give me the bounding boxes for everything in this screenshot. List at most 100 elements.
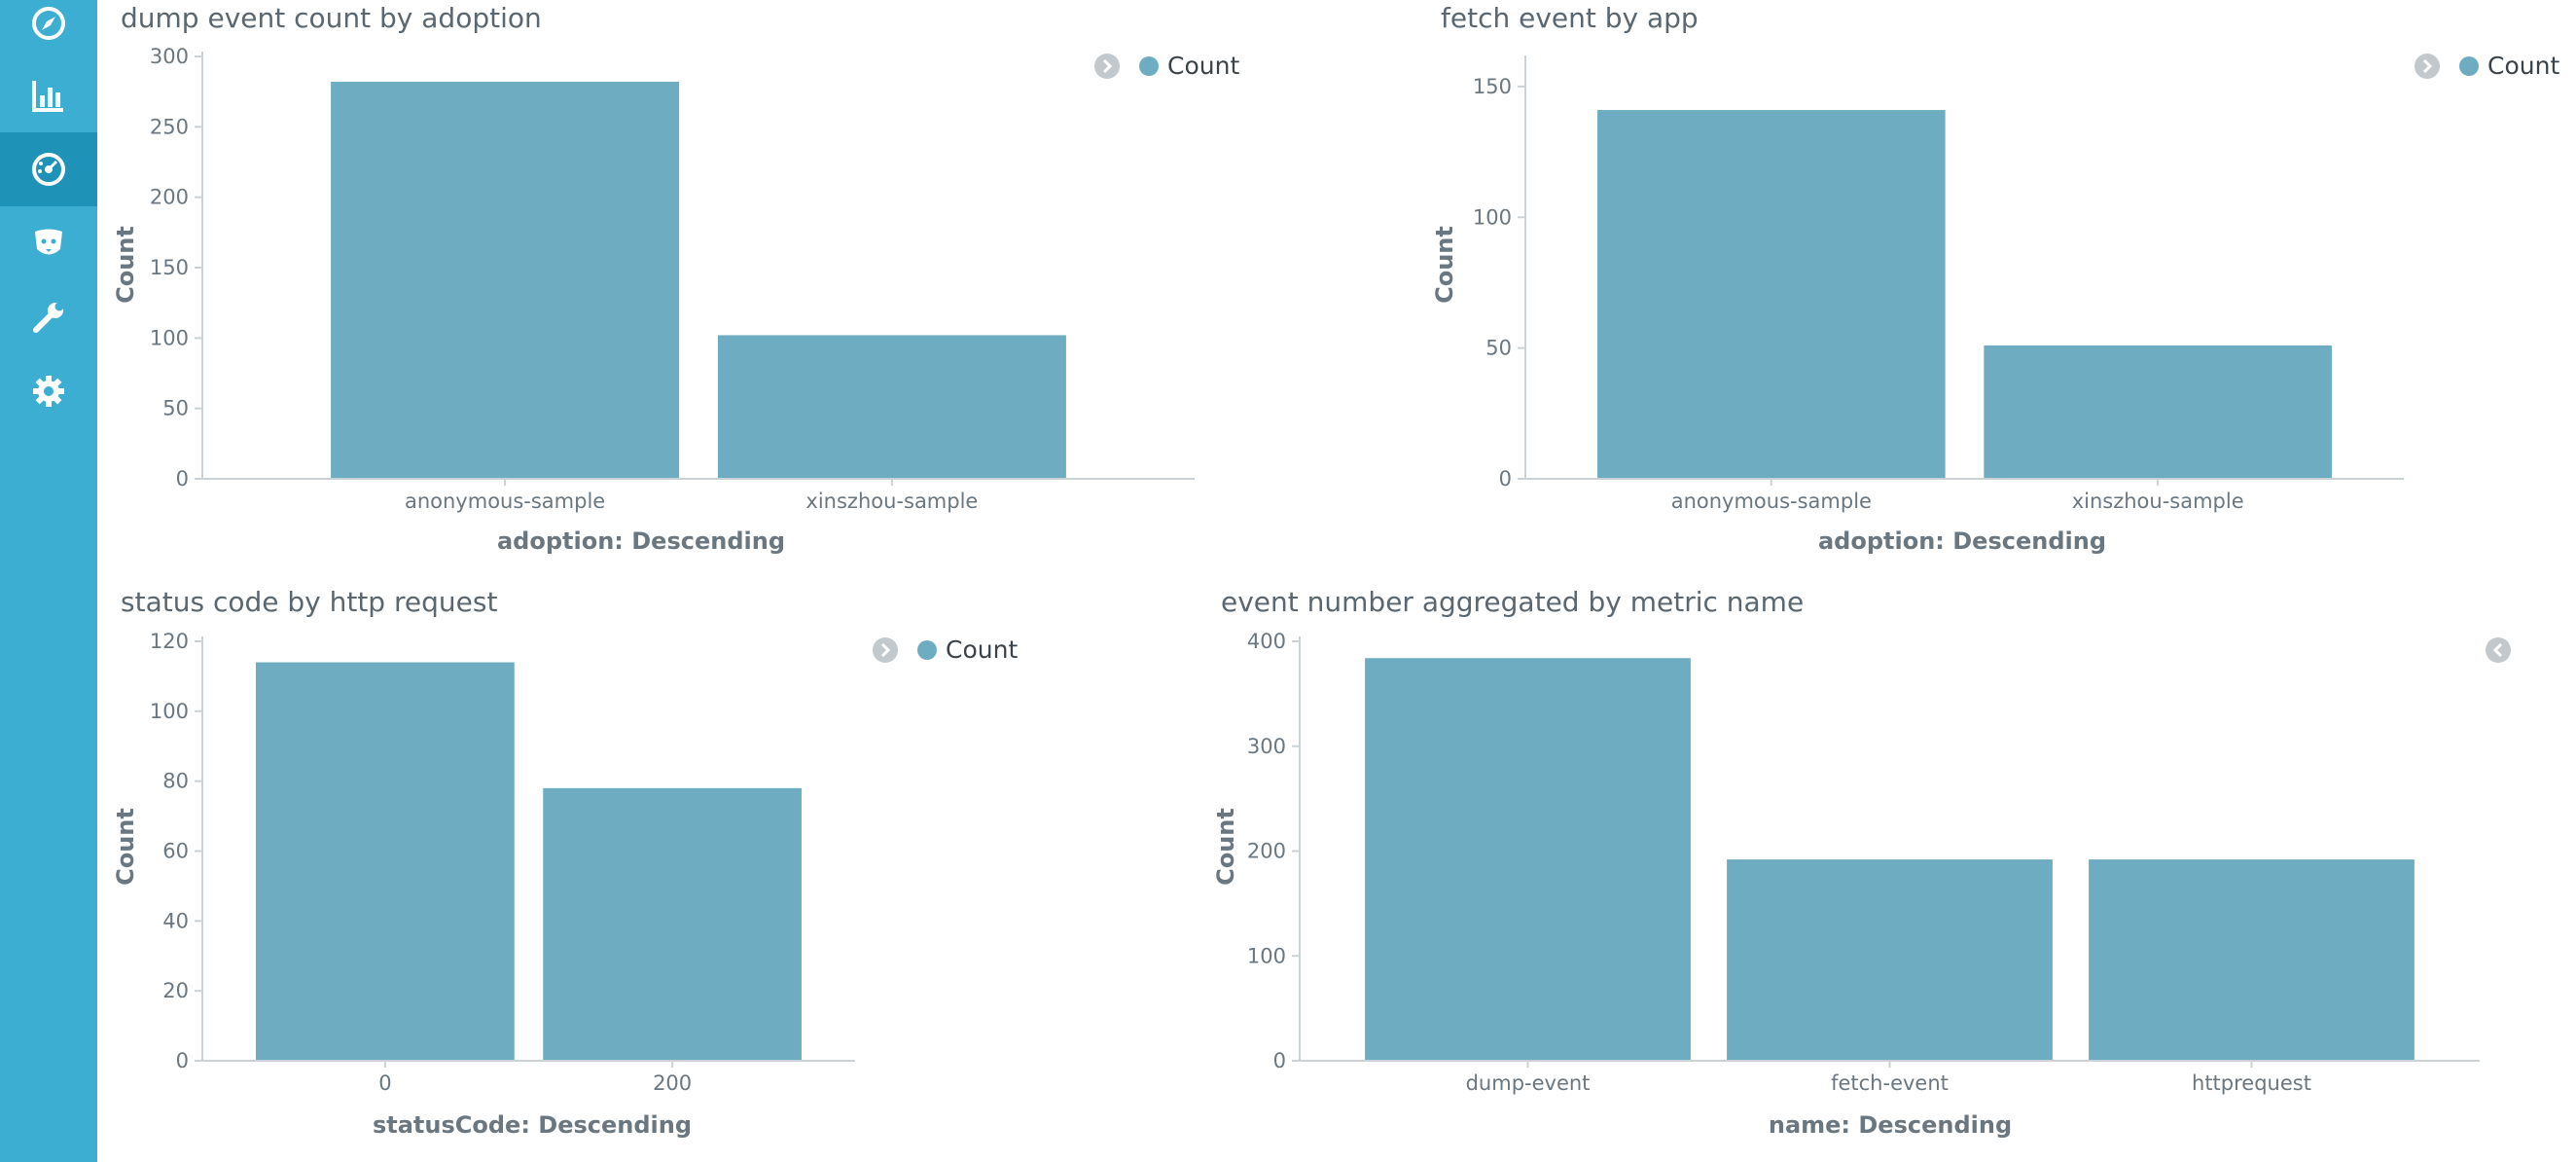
y-axis-title: Count — [112, 808, 139, 886]
legend-swatch — [2459, 56, 2479, 76]
y-tick-label: 80 — [162, 770, 189, 793]
bar[interactable] — [1727, 859, 2053, 1061]
x-tick-label: dump-event — [1466, 1071, 1591, 1095]
x-axis-title: adoption: Descending — [497, 527, 785, 555]
compass-icon — [32, 7, 65, 40]
legend-toggle[interactable] — [873, 637, 898, 663]
wrench-icon — [33, 302, 64, 333]
y-tick-label: 40 — [162, 909, 189, 932]
bar[interactable] — [2089, 859, 2415, 1061]
x-axis: 0 200 — [202, 1060, 855, 1095]
bar[interactable] — [331, 82, 680, 479]
panel-status-code: status code by http request 0 20 40 60 80 100… — [112, 586, 1018, 1150]
legend-label: Count — [2487, 52, 2559, 80]
x-axis: anonymous-sample xinszhou-sample — [202, 478, 1195, 513]
legend-item[interactable]: Count — [2459, 52, 2559, 80]
chevron-right-icon — [1102, 58, 1113, 74]
chevron-right-icon — [2422, 58, 2433, 74]
chevron-right-icon — [880, 642, 891, 658]
nav-dev-tools[interactable] — [0, 280, 97, 354]
y-tick-label: 0 — [176, 467, 189, 490]
sidebar — [0, 0, 97, 1162]
y-tick-label: 150 — [150, 256, 189, 279]
y-tick-label: 0 — [176, 1049, 189, 1072]
bar-chart-icon — [32, 81, 63, 112]
y-axis: 0 50 100 150 200 250 300 — [150, 45, 203, 490]
plot-area — [1597, 110, 2332, 479]
nav-management[interactable] — [0, 354, 97, 428]
x-tick-label: fetch-event — [1831, 1071, 1949, 1095]
x-tick-label: xinszhou-sample — [2072, 490, 2244, 513]
nav-discover[interactable] — [0, 0, 97, 60]
plot-area — [331, 82, 1066, 479]
timelion-icon — [35, 229, 62, 255]
bar-chart: 0 50 100 150 200 250 300 anonymous-sample xinsz… — [112, 45, 1239, 555]
x-axis-title: statusCode: Descending — [373, 1111, 692, 1139]
bar[interactable] — [1984, 345, 2332, 479]
legend-item[interactable]: Count — [917, 635, 1018, 664]
y-tick-label: 300 — [1247, 735, 1286, 758]
bar-chart: 0 20 40 60 80 100 120 0 200 Count statusCode: D… — [112, 630, 1018, 1139]
panel-title: fetch event by app — [1441, 2, 1699, 34]
legend-toggle[interactable] — [1094, 54, 1120, 79]
dashboard-icon — [32, 153, 65, 186]
panel-event-number-by-metric: event number aggregated by metric name 0… — [1212, 586, 2563, 1150]
y-axis-title: Count — [112, 226, 139, 304]
x-axis: dump-event fetch-event httprequest — [1300, 1060, 2480, 1095]
y-tick-label: 150 — [1473, 75, 1512, 98]
panel-fetch-event-by-app: fetch event by app 0 50 100 150 anonymous-s… — [1431, 2, 2569, 566]
bar[interactable] — [717, 335, 1066, 479]
chevron-left-icon — [2492, 642, 2503, 658]
y-tick-label: 120 — [150, 630, 189, 653]
legend-toggle[interactable] — [2415, 54, 2440, 79]
y-tick-label: 250 — [150, 115, 189, 138]
x-tick-label: xinszhou-sample — [805, 490, 978, 513]
bar-chart: 0 100 200 300 400 dump-event fetch-event httpr… — [1212, 630, 2511, 1139]
y-tick-label: 200 — [150, 186, 189, 209]
x-tick-label: anonymous-sample — [1671, 490, 1872, 513]
y-tick-label: 200 — [1247, 840, 1286, 863]
y-axis-title: Count — [1212, 808, 1239, 886]
y-tick-label: 50 — [162, 397, 189, 420]
bar-chart: 0 50 100 150 anonymous-sample xinszhou-sampl… — [1431, 52, 2559, 555]
y-tick-label: 100 — [150, 700, 189, 723]
bar[interactable] — [1365, 658, 1691, 1061]
y-axis: 0 100 200 300 400 — [1247, 630, 1301, 1072]
y-tick-label: 100 — [1247, 944, 1286, 967]
y-tick-label: 50 — [1485, 337, 1512, 360]
legend-toggle[interactable] — [2486, 637, 2511, 663]
legend-item[interactable]: Count — [1139, 52, 1239, 80]
plot-area — [256, 662, 802, 1061]
bar[interactable] — [1597, 110, 1946, 479]
x-axis: anonymous-sample xinszhou-sample — [1525, 478, 2404, 513]
y-tick-label: 100 — [1473, 205, 1512, 229]
nav-dashboard[interactable] — [0, 132, 97, 206]
x-axis-title: name: Descending — [1769, 1111, 2012, 1139]
y-tick-label: 0 — [1499, 467, 1512, 490]
x-tick-label: anonymous-sample — [405, 490, 605, 513]
x-tick-label: 0 — [378, 1071, 391, 1095]
bar[interactable] — [543, 787, 802, 1061]
legend-swatch — [917, 640, 937, 660]
nav-timelion[interactable] — [0, 206, 97, 280]
y-tick-label: 100 — [150, 326, 189, 349]
bar[interactable] — [256, 662, 515, 1061]
panel-title: status code by http request — [121, 586, 498, 618]
gear-icon — [33, 376, 64, 407]
legend-swatch — [1139, 56, 1159, 76]
x-axis-title: adoption: Descending — [1818, 527, 2106, 555]
y-tick-label: 20 — [162, 979, 189, 1002]
panel-dump-event-count: dump event count by adoption 0 50 100 150 20… — [112, 2, 1239, 566]
plot-area — [1365, 658, 2415, 1061]
x-tick-label: 200 — [653, 1071, 692, 1095]
y-tick-label: 300 — [150, 45, 189, 68]
y-axis: 0 50 100 150 — [1473, 55, 1526, 490]
legend-label: Count — [946, 635, 1018, 664]
panel-title: dump event count by adoption — [121, 2, 542, 34]
nav-visualize[interactable] — [0, 58, 97, 132]
x-tick-label: httprequest — [2192, 1071, 2311, 1095]
y-axis-title: Count — [1431, 226, 1458, 304]
panel-title: event number aggregated by metric name — [1221, 586, 1805, 618]
y-tick-label: 0 — [1273, 1049, 1286, 1072]
y-tick-label: 400 — [1247, 630, 1286, 653]
